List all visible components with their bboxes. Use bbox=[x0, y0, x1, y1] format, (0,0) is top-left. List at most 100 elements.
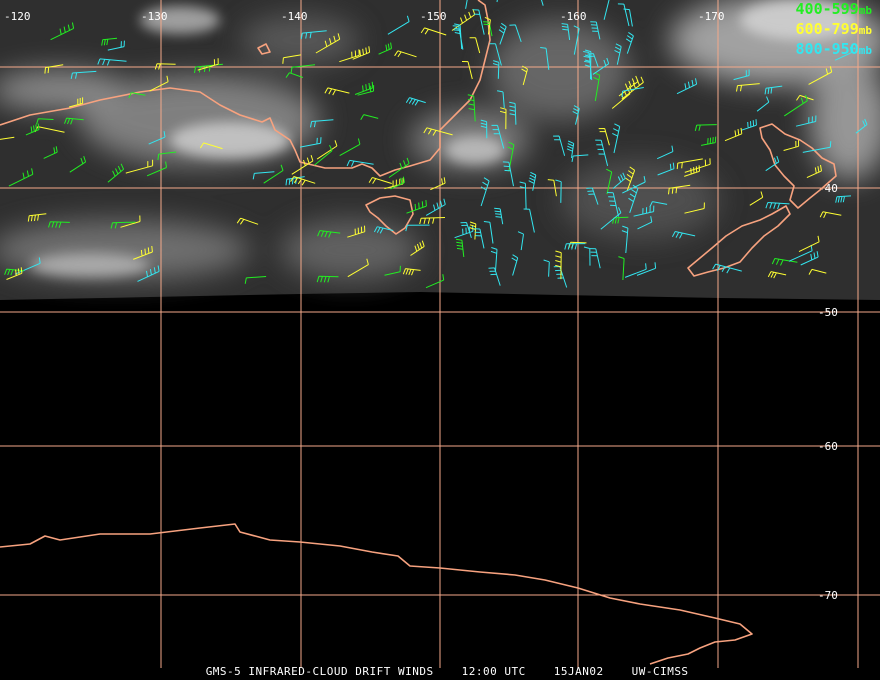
wind-barb bbox=[36, 118, 54, 125]
wind-barb bbox=[618, 75, 639, 97]
wind-barb bbox=[48, 221, 70, 228]
wind-barb bbox=[419, 217, 446, 225]
wind-barb bbox=[614, 43, 622, 65]
wind-barb bbox=[633, 205, 655, 217]
wind-barb bbox=[484, 16, 491, 35]
wind-barb bbox=[490, 247, 498, 271]
wind-barb bbox=[252, 171, 275, 180]
wind-barb bbox=[618, 256, 625, 281]
wind-barb bbox=[316, 275, 339, 283]
wind-barb bbox=[97, 58, 127, 66]
wind-barb bbox=[394, 50, 417, 58]
wind-barb bbox=[523, 208, 535, 233]
legend-entry-600-799: 600-799mb bbox=[795, 20, 872, 38]
wind-barb bbox=[656, 145, 674, 160]
wind-barb bbox=[603, 0, 610, 20]
wind-barb bbox=[819, 211, 842, 219]
wind-barb bbox=[540, 47, 550, 70]
wind-barb bbox=[712, 263, 742, 274]
wind-barb bbox=[572, 105, 580, 125]
wind-barb bbox=[855, 118, 868, 134]
wind-barb bbox=[802, 141, 832, 153]
wind-barb bbox=[405, 224, 430, 232]
wind-barb bbox=[509, 24, 522, 43]
nz-north-island bbox=[759, 123, 837, 209]
wind-barb bbox=[636, 262, 657, 276]
wind-barb bbox=[589, 248, 601, 269]
wind-barb bbox=[347, 258, 369, 278]
wind-barb bbox=[617, 3, 630, 27]
wind-barb bbox=[621, 76, 644, 100]
wind-barb bbox=[480, 119, 488, 139]
wind-barb bbox=[668, 184, 691, 195]
wind-barb bbox=[798, 235, 820, 253]
lon-label: -150 bbox=[420, 10, 447, 23]
wind-barb bbox=[494, 207, 504, 225]
wind-barb bbox=[834, 46, 852, 61]
wind-barb bbox=[390, 176, 405, 190]
caption-source: UW-CIMSS bbox=[631, 665, 689, 678]
wind-barb bbox=[600, 207, 622, 230]
wind-barb bbox=[767, 271, 787, 279]
wind-barb bbox=[451, 8, 476, 31]
wind-barb bbox=[733, 69, 750, 81]
wind-barb bbox=[157, 151, 177, 161]
wind-barb bbox=[339, 49, 360, 63]
wind-barb bbox=[637, 216, 653, 230]
wind-barb bbox=[282, 54, 301, 64]
wind-barb bbox=[625, 31, 634, 54]
wind-barb bbox=[357, 85, 375, 96]
wind-barb bbox=[406, 200, 427, 214]
wind-barb bbox=[454, 23, 463, 50]
wind-barb bbox=[384, 265, 401, 276]
wind-barb bbox=[497, 90, 505, 108]
wind-barb bbox=[623, 8, 633, 27]
wind-barb bbox=[110, 221, 136, 229]
wind-barb bbox=[586, 187, 599, 205]
wind-barb bbox=[612, 216, 629, 224]
wind-barb bbox=[561, 23, 571, 40]
lon-label: -170 bbox=[698, 10, 725, 23]
wind-barb bbox=[771, 258, 798, 266]
wind-barb bbox=[316, 140, 338, 160]
wind-barb bbox=[676, 78, 698, 95]
wind-barb bbox=[68, 97, 84, 108]
wind-barb bbox=[317, 230, 341, 238]
wind-barb bbox=[146, 161, 167, 177]
longitude-labels: -120 -130 -140 -150 -160 -170 bbox=[4, 10, 725, 23]
wind-barb bbox=[120, 215, 141, 228]
wind-barb bbox=[300, 30, 327, 40]
wind-barb bbox=[573, 25, 580, 55]
lon-label: -160 bbox=[560, 10, 587, 23]
wind-barb bbox=[6, 267, 23, 280]
wind-barb bbox=[405, 97, 426, 106]
wind-barb bbox=[199, 142, 223, 150]
wind-barb bbox=[540, 0, 544, 6]
wind-barb bbox=[8, 168, 34, 187]
wind-barb bbox=[491, 124, 505, 149]
wind-barb bbox=[808, 268, 827, 275]
legend-entry-400-599: 400-599mb bbox=[795, 0, 872, 18]
wind-barb bbox=[624, 263, 647, 278]
lat-label: -50 bbox=[818, 306, 838, 319]
wind-barb bbox=[749, 191, 764, 206]
lat-label: -40 bbox=[818, 182, 838, 195]
wind-barb bbox=[555, 179, 562, 203]
wind-barb bbox=[564, 243, 586, 250]
wind-barb bbox=[765, 155, 780, 172]
wind-barb bbox=[44, 64, 64, 74]
wind-barb bbox=[612, 172, 626, 189]
wind-barb bbox=[388, 157, 410, 178]
wind-barb bbox=[107, 40, 125, 51]
wind-barb bbox=[263, 164, 284, 184]
wind-barb bbox=[511, 254, 519, 276]
wind-barb bbox=[128, 92, 146, 99]
wind-barb bbox=[368, 177, 392, 184]
wind-barb bbox=[684, 158, 711, 173]
wind-barb bbox=[27, 213, 47, 222]
wind-barb bbox=[625, 166, 636, 192]
wind-barb bbox=[360, 114, 379, 121]
wind-barb bbox=[621, 225, 629, 254]
wind-barbs bbox=[0, 0, 868, 289]
wind-barb bbox=[455, 238, 465, 258]
